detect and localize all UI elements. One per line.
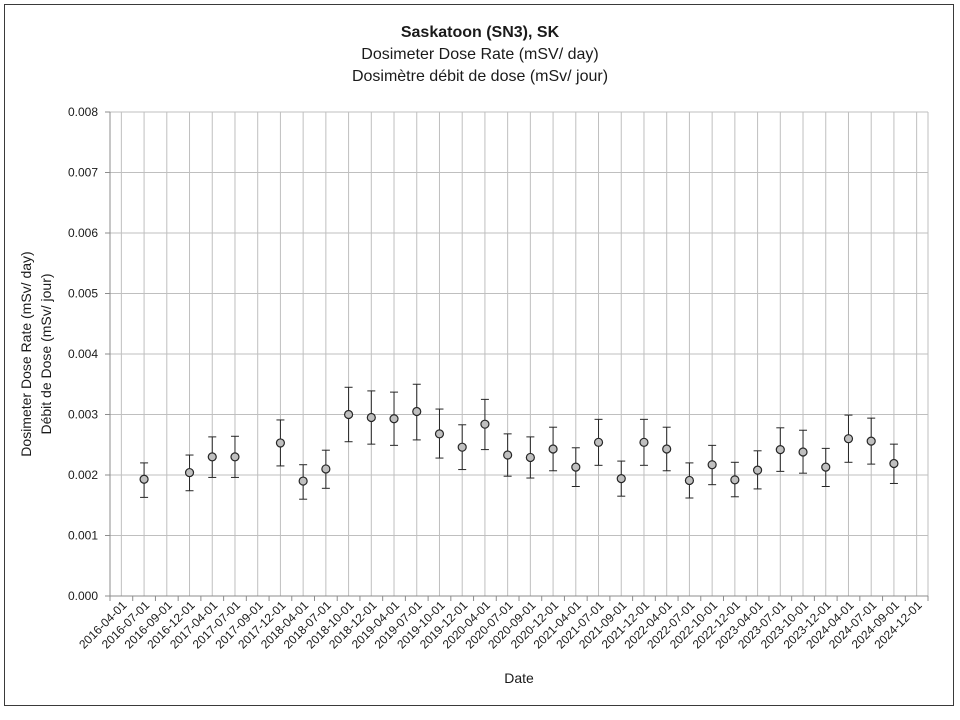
x-axis-label: Date [504, 670, 534, 686]
data-point [662, 444, 672, 454]
data-point [821, 462, 831, 472]
data-point [571, 462, 581, 472]
data-point [684, 475, 695, 486]
data-point [139, 474, 149, 484]
data-point [207, 452, 217, 462]
data-point [548, 444, 558, 454]
data-point [843, 434, 854, 444]
data-point [480, 419, 490, 429]
y-tick-label: 0.008 [68, 105, 98, 119]
data-point [389, 414, 399, 424]
data-point [503, 450, 513, 460]
data-point [889, 458, 899, 469]
y-tick-label: 0.002 [68, 468, 98, 482]
data-point [298, 476, 308, 486]
data-point [525, 452, 535, 463]
data-point [775, 444, 785, 455]
y-tick-label: 0.004 [68, 347, 98, 361]
y-tick-labels: 0.000 0.001 0.002 0.003 0.004 0.005 0.006 0.007… [68, 105, 98, 603]
y-tick-label: 0.006 [68, 226, 98, 240]
data-point [184, 467, 195, 478]
grid-lines [110, 111, 929, 596]
data-point [366, 412, 376, 423]
data-points [139, 406, 899, 486]
y-axis-label-en: Dosimeter Dose Rate (mSv/ day) [18, 251, 34, 456]
y-tick-label: 0.005 [68, 287, 98, 301]
data-point [434, 429, 445, 439]
y-axis-label: Dosimeter Dose Rate (mSv/ day) Débit de … [18, 251, 54, 456]
chart-frame [4, 4, 954, 706]
chart-subtitle-en: Dosimeter Dose Rate (mSV/ day) [361, 46, 599, 63]
chart-titles: Saskatoon (SN3), SK Dosimeter Dose Rate … [0, 22, 960, 88]
y-tick-label: 0.000 [68, 589, 98, 603]
data-point [457, 442, 467, 452]
y-tick-label: 0.003 [68, 408, 98, 422]
y-tick-label: 0.007 [68, 166, 98, 180]
data-point [752, 465, 763, 475]
data-point [321, 464, 331, 474]
data-point [798, 447, 808, 457]
data-point [412, 406, 422, 417]
x-tick-labels: 2016-04-012016-07-012016-09-012016-12-01… [76, 598, 925, 652]
data-point [343, 409, 354, 420]
error-bars [140, 383, 898, 500]
data-point [730, 475, 740, 485]
data-point [593, 437, 604, 447]
data-point [616, 474, 626, 484]
data-point [639, 437, 649, 447]
data-point [866, 436, 876, 446]
chart-title: Saskatoon (SN3), SK [400, 24, 560, 41]
chart-subtitle-fr: Dosimètre débit de dose (mSv/ jour) [351, 68, 609, 85]
data-point [275, 438, 286, 448]
data-point [707, 460, 717, 470]
data-point [230, 452, 240, 462]
axes [105, 111, 929, 601]
y-tick-label: 0.001 [68, 529, 98, 543]
y-axis-label-fr: Débit de Dose (mSv/ jour) [38, 273, 54, 434]
